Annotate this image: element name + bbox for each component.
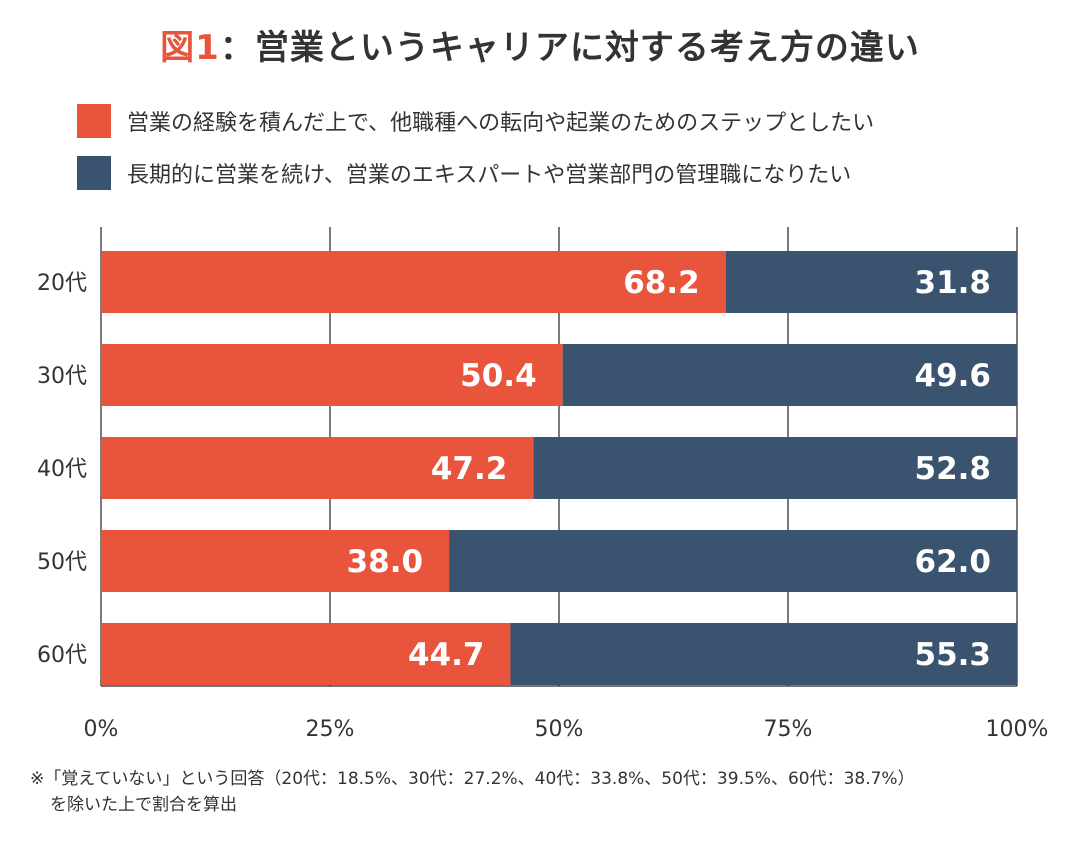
legend-swatch-expert bbox=[77, 156, 111, 190]
bar-segment-step bbox=[101, 623, 511, 685]
legend-item-step: 営業の経験を積んだ上で、他職種への転向や起業のためのステップとしたい bbox=[77, 104, 874, 138]
bar-segment-step bbox=[101, 344, 563, 406]
x-tick-label: 50% bbox=[535, 717, 584, 742]
footnote-line-1: ※「覚えていない」という回答（20代：18.5%、30代：27.2%、40代：3… bbox=[30, 769, 915, 789]
category-label: 60代 bbox=[37, 643, 87, 668]
data-label: 44.7 bbox=[408, 637, 485, 673]
data-label: 62.0 bbox=[915, 544, 992, 580]
data-label: 68.2 bbox=[623, 265, 700, 301]
chart-title: 図1：営業というキャリアに対する考え方の違い bbox=[0, 20, 1080, 69]
bar-segment-expert bbox=[562, 344, 1017, 406]
category-label: 30代 bbox=[37, 364, 87, 389]
data-label: 38.0 bbox=[347, 544, 424, 580]
legend-item-expert: 長期的に営業を続け、営業のエキスパートや営業部門の管理職になりたい bbox=[77, 156, 851, 190]
category-label: 40代 bbox=[37, 457, 87, 482]
legend-swatch-step bbox=[77, 104, 111, 138]
data-label: 47.2 bbox=[431, 451, 508, 487]
data-label: 49.6 bbox=[915, 358, 992, 394]
x-tick-label: 25% bbox=[306, 717, 355, 742]
footnote: ※「覚えていない」という回答（20代：18.5%、30代：27.2%、40代：3… bbox=[30, 766, 1070, 818]
bar-segment-expert bbox=[533, 437, 1017, 499]
legend-label-expert: 長期的に営業を続け、営業のエキスパートや営業部門の管理職になりたい bbox=[127, 163, 852, 188]
data-label: 52.8 bbox=[915, 451, 992, 487]
x-tick-label: 100% bbox=[986, 717, 1049, 742]
data-label: 31.8 bbox=[915, 265, 992, 301]
bar-segment-step bbox=[101, 437, 534, 499]
bar-segment-expert bbox=[449, 530, 1018, 592]
x-tick-label: 75% bbox=[764, 717, 813, 742]
category-label: 50代 bbox=[37, 550, 87, 575]
legend-label-step: 営業の経験を積んだ上で、他職種への転向や起業のためのステップとしたい bbox=[127, 111, 875, 136]
x-tick-label: 0% bbox=[84, 717, 119, 742]
bar-segment-step bbox=[101, 530, 450, 592]
data-label: 50.4 bbox=[460, 358, 537, 394]
bar-segment-step bbox=[101, 251, 726, 313]
data-label: 55.3 bbox=[915, 637, 992, 673]
footnote-line-2: を除いた上で割合を算出 bbox=[50, 795, 237, 815]
bar-segment-expert bbox=[725, 251, 1017, 313]
bar-segment-expert bbox=[510, 623, 1017, 685]
figure-number: 図1 bbox=[160, 28, 220, 68]
title-text: ：営業というキャリアに対する考え方の違い bbox=[219, 28, 920, 68]
category-label: 20代 bbox=[37, 271, 87, 296]
